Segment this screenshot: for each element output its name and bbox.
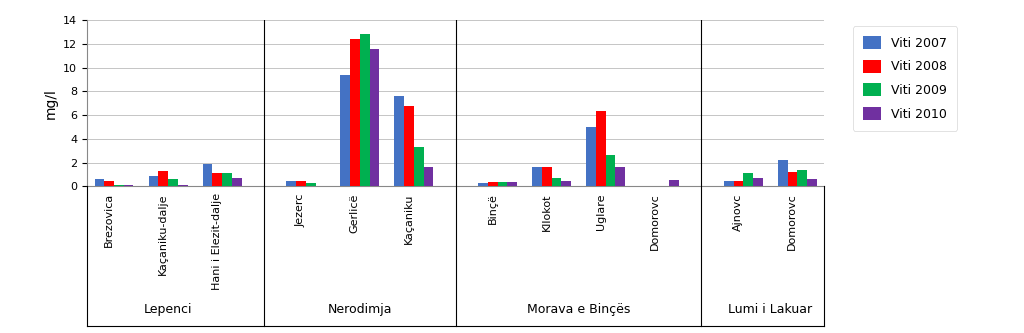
Bar xyxy=(487,182,498,186)
Bar xyxy=(552,177,561,186)
Bar xyxy=(178,185,187,186)
Bar xyxy=(507,182,517,186)
Bar xyxy=(350,39,359,186)
Text: Domorovc: Domorovc xyxy=(649,193,659,250)
Bar xyxy=(370,49,379,186)
Bar xyxy=(670,180,679,186)
Text: Binçë: Binçë xyxy=(487,193,498,224)
Bar xyxy=(359,34,370,186)
Bar xyxy=(414,147,424,186)
Bar xyxy=(159,171,168,186)
Bar xyxy=(743,173,753,186)
Text: Lepenci: Lepenci xyxy=(143,303,193,316)
Text: Kllokot: Kllokot xyxy=(542,193,552,231)
Text: Uglare: Uglare xyxy=(596,193,605,230)
Bar xyxy=(532,167,542,186)
Bar xyxy=(778,160,787,186)
Text: Domorovc: Domorovc xyxy=(787,193,798,250)
Text: Lumi i Lakuar: Lumi i Lakuar xyxy=(728,303,812,316)
Text: Jezerc: Jezerc xyxy=(296,193,306,226)
Bar xyxy=(296,181,306,186)
Bar xyxy=(542,167,552,186)
Bar xyxy=(807,179,817,186)
Bar xyxy=(124,185,133,186)
Bar xyxy=(203,164,212,186)
Bar xyxy=(724,180,733,186)
Text: Ajnovc: Ajnovc xyxy=(733,193,743,230)
Legend: Viti 2007, Viti 2008, Viti 2009, Viti 2010: Viti 2007, Viti 2008, Viti 2009, Viti 20… xyxy=(853,26,957,131)
Bar xyxy=(561,180,571,186)
Bar xyxy=(168,179,178,186)
Bar xyxy=(498,182,507,186)
Text: Nerodimja: Nerodimja xyxy=(328,303,392,316)
Text: Morava e Binçës: Morava e Binçës xyxy=(527,303,630,316)
Bar xyxy=(114,185,124,186)
Text: Kaçaniku: Kaçaniku xyxy=(403,193,414,243)
Bar xyxy=(605,155,615,186)
Bar xyxy=(231,177,242,186)
Bar xyxy=(212,173,222,186)
Bar xyxy=(478,183,487,186)
Bar xyxy=(104,181,114,186)
Bar xyxy=(404,106,414,186)
Text: Brezovica: Brezovica xyxy=(104,193,114,247)
Y-axis label: mg/l: mg/l xyxy=(44,88,57,119)
Bar xyxy=(94,179,104,186)
Bar xyxy=(586,127,596,186)
Bar xyxy=(340,75,350,186)
Text: Kaçaniku-dalje: Kaçaniku-dalje xyxy=(158,193,168,275)
Bar xyxy=(798,170,807,186)
Bar xyxy=(596,111,605,186)
Bar xyxy=(733,180,743,186)
Text: Gerlicë: Gerlicë xyxy=(350,193,359,232)
Bar xyxy=(306,183,315,186)
Bar xyxy=(753,177,763,186)
Bar xyxy=(424,167,433,186)
Bar xyxy=(222,173,231,186)
Bar xyxy=(787,171,798,186)
Text: Hani i Elezit-dalje: Hani i Elezit-dalje xyxy=(212,193,222,290)
Bar xyxy=(287,180,296,186)
Bar xyxy=(148,176,159,186)
Bar xyxy=(615,167,625,186)
Bar xyxy=(394,96,404,186)
